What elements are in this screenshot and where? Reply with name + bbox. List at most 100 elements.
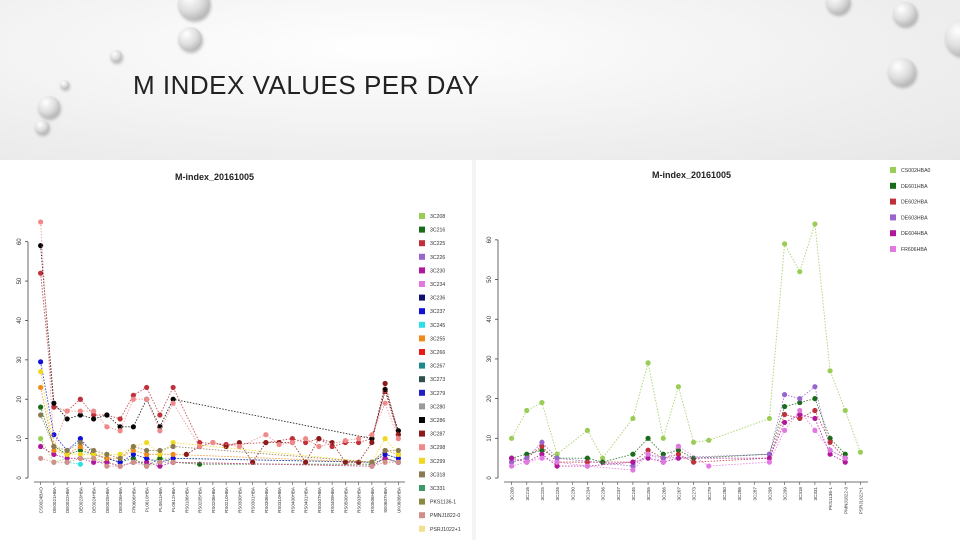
data-point	[369, 432, 375, 438]
data-point	[645, 447, 651, 453]
data-point	[144, 459, 150, 465]
data-point	[812, 427, 818, 433]
decor-droplet	[178, 0, 210, 20]
data-point	[289, 439, 295, 446]
decor-droplet	[110, 50, 122, 62]
data-point	[289, 436, 295, 442]
x-tick-label: PSRJ1022+1	[858, 487, 863, 515]
data-point	[797, 399, 803, 406]
data-point	[170, 384, 176, 391]
data-point	[395, 436, 401, 442]
x-tick-label: PL0612HBA	[171, 486, 176, 512]
legend-label: PKS1136-1	[430, 500, 456, 506]
data-point	[91, 459, 97, 465]
data-point	[508, 459, 515, 465]
decor-droplet	[178, 27, 202, 51]
data-point	[539, 399, 545, 406]
data-point	[303, 436, 309, 442]
y-tick-label: 20	[17, 395, 23, 402]
series-line	[40, 361, 399, 463]
legend-label: 3C208	[430, 214, 445, 220]
slide-title: M INDEX VALUES PER DAY	[133, 70, 480, 100]
x-tick-label: 3C266	[661, 487, 666, 501]
legend-swatch	[419, 457, 425, 464]
legend-swatch	[419, 525, 425, 532]
data-point	[263, 439, 269, 446]
data-point	[117, 416, 123, 422]
data-point	[170, 439, 176, 446]
legend-swatch	[890, 182, 896, 189]
data-point	[130, 443, 136, 450]
data-point	[675, 447, 682, 453]
data-point	[64, 447, 70, 454]
chart-left: 0 10 20 30 40 50 60 CS0024BAO DE0021HBA DE0022HBA…	[17, 213, 461, 533]
chart-title: M-index_20161005	[175, 172, 255, 182]
data-point	[144, 455, 150, 461]
data-point	[157, 455, 163, 461]
legend-label: DE603HBA	[901, 215, 928, 221]
data-point	[250, 459, 256, 465]
legend-label: 3C287	[430, 432, 445, 438]
data-point	[104, 412, 110, 418]
y-tick-label: 40	[487, 315, 493, 322]
data-point	[38, 270, 44, 276]
data-point	[77, 451, 83, 457]
legend-label: DE601HBA	[901, 184, 928, 190]
data-point	[660, 435, 666, 441]
x-tick-label: RS0210HBA	[224, 486, 229, 513]
x-tick-label: 3C255	[646, 487, 651, 501]
data-point	[104, 463, 110, 469]
legend-swatch	[419, 430, 425, 437]
data-point	[157, 428, 163, 434]
x-tick-label: 3C298	[767, 487, 772, 501]
data-point	[690, 459, 697, 465]
data-point	[130, 451, 136, 457]
data-point	[64, 459, 70, 465]
x-tick-label: 3C216	[525, 487, 530, 501]
data-point	[38, 443, 44, 450]
decor-droplet	[35, 120, 49, 134]
data-point	[64, 451, 70, 457]
x-tick-label: 3C331	[813, 487, 818, 501]
legend-swatch	[419, 308, 425, 315]
x-tick-label: DE0024HBA	[92, 486, 97, 513]
data-point	[797, 269, 803, 275]
x-tick-label: PKS1136-1	[828, 487, 833, 511]
legend-swatch	[419, 213, 425, 219]
data-point	[236, 443, 242, 450]
series-line	[511, 409, 846, 463]
y-tick-label: 60	[17, 238, 23, 245]
data-point	[356, 436, 362, 442]
data-point	[584, 463, 591, 469]
data-point	[236, 439, 242, 446]
data-point	[539, 455, 545, 461]
data-point	[781, 411, 788, 418]
data-point	[827, 439, 833, 445]
data-point	[584, 455, 591, 461]
x-tick-label: 3C236	[601, 487, 606, 501]
data-point	[117, 451, 123, 457]
legend-swatch	[419, 226, 425, 233]
legend-label: PSRJ1022+1	[430, 527, 461, 533]
legend-swatch	[419, 267, 425, 274]
series-line	[511, 409, 846, 471]
decor-droplet	[888, 58, 916, 86]
x-tick-label: RS0206HBA	[211, 486, 216, 513]
x-tick-label: RS0407HBA	[317, 486, 322, 513]
data-point	[77, 461, 83, 467]
data-point	[781, 419, 788, 426]
series-line	[40, 414, 399, 463]
x-tick-label: 3C208	[510, 487, 515, 501]
legend-label: 3C234	[430, 282, 445, 288]
data-point	[77, 447, 83, 454]
data-point	[170, 455, 176, 461]
series-line	[186, 383, 399, 464]
data-point	[382, 455, 388, 461]
data-point	[263, 432, 269, 438]
data-point	[842, 459, 848, 465]
legend-swatch	[419, 471, 425, 478]
legend-swatch	[419, 240, 425, 247]
legend-label: FR606HBA	[901, 247, 928, 253]
data-point	[77, 443, 83, 450]
legend-swatch	[419, 403, 425, 410]
